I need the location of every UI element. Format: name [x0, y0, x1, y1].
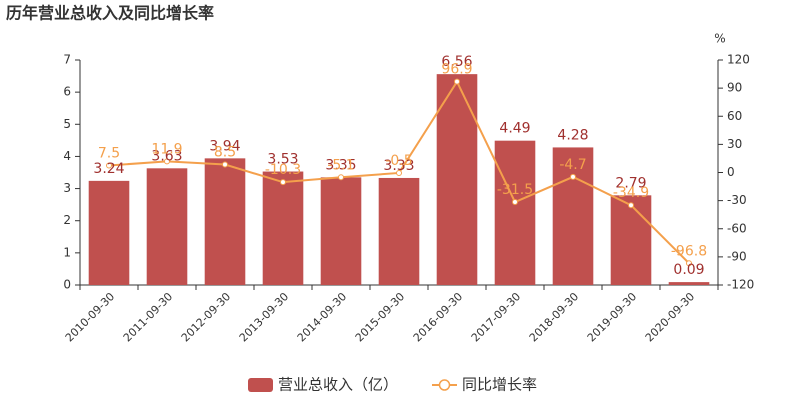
bar [320, 177, 362, 285]
line-point [686, 260, 692, 267]
line-point [338, 174, 344, 181]
y-tick-label: 0 [63, 278, 71, 292]
legend-swatch [438, 379, 451, 391]
y-tick-label: 6 [63, 85, 71, 99]
y2-tick-label: 0 [727, 165, 735, 179]
data-label: -10.3 [265, 162, 301, 178]
y-tick-label: 3 [63, 181, 71, 195]
data-label: -4.7 [559, 157, 586, 173]
data-label: -5.1 [327, 157, 354, 173]
y2-tick-label: -30 [727, 193, 747, 207]
y-tick-label: 5 [63, 117, 71, 131]
data-label: 8.5 [214, 145, 236, 161]
data-label: 11.9 [151, 141, 182, 157]
x-tick-label: 2011-09-30 [121, 290, 175, 344]
data-label: 3.24 [93, 161, 124, 177]
line-point [570, 173, 576, 180]
y2-tick-label: 120 [727, 53, 750, 67]
x-tick-label: 2018-09-30 [527, 290, 581, 344]
line-point [222, 161, 228, 168]
data-label: -0.5 [385, 153, 412, 169]
data-label: 3.53 [267, 152, 298, 168]
line-point [454, 78, 460, 85]
line-point [106, 162, 112, 169]
x-tick-label: 2016-09-30 [411, 290, 465, 344]
data-label: 4.49 [499, 121, 530, 137]
bar [262, 171, 304, 285]
bar [552, 147, 594, 285]
y2-tick-label: 60 [727, 109, 742, 123]
x-tick-label: 2010-09-30 [63, 290, 117, 344]
bar [88, 180, 130, 285]
line-point [164, 158, 170, 165]
legend-swatch [248, 378, 273, 392]
x-tick-label: 2012-09-30 [179, 290, 233, 344]
bar [494, 140, 536, 285]
x-tick-label: 2015-09-30 [353, 290, 407, 344]
data-label: 96.9 [441, 62, 472, 78]
y-tick-label: 2 [63, 213, 71, 227]
bar [668, 282, 710, 285]
x-tick-label: 2020-09-30 [643, 290, 697, 344]
bar [378, 177, 420, 285]
y2-tick-label: -90 [727, 249, 747, 263]
data-label: 7.5 [98, 145, 120, 161]
data-label: -96.8 [671, 243, 707, 259]
x-tick-label: 2014-09-30 [295, 290, 349, 344]
x-tick-label: 2013-09-30 [237, 290, 291, 344]
y-tick-label: 4 [63, 149, 71, 163]
legend-label: 同比增长率 [462, 376, 537, 394]
y2-tick-label: 90 [727, 81, 742, 95]
data-label: 0.09 [673, 262, 704, 278]
data-label: 4.28 [557, 127, 588, 143]
line-point [628, 202, 634, 209]
data-label: 6.56 [441, 54, 472, 70]
bar [146, 168, 188, 285]
bar [610, 195, 652, 285]
bar [204, 158, 246, 285]
data-label: 3.33 [383, 158, 414, 174]
y2-tick-label: 30 [727, 137, 742, 151]
y-tick-label: 1 [63, 245, 71, 259]
line-point [512, 199, 518, 206]
data-label: 3.35 [325, 157, 356, 173]
data-label: 3.63 [151, 148, 182, 164]
y2-unit: % [714, 32, 725, 46]
chart-title: 历年营业总收入及同比增长率 [6, 4, 214, 23]
legend: 营业总收入（亿） 同比增长率 [248, 376, 537, 394]
data-label: 2.79 [615, 175, 646, 191]
data-label: -34.9 [613, 185, 649, 201]
data-label: -31.5 [497, 182, 533, 198]
data-label: 3.94 [209, 138, 240, 154]
y-tick-label: 7 [63, 53, 71, 67]
line-point [280, 179, 286, 186]
y2-tick-label: -120 [727, 278, 754, 292]
line-point [396, 169, 402, 176]
legend-label: 营业总收入（亿） [278, 376, 398, 394]
x-tick-label: 2019-09-30 [585, 290, 639, 344]
y2-tick-label: -60 [727, 221, 747, 235]
x-tick-label: 2017-09-30 [469, 290, 523, 344]
